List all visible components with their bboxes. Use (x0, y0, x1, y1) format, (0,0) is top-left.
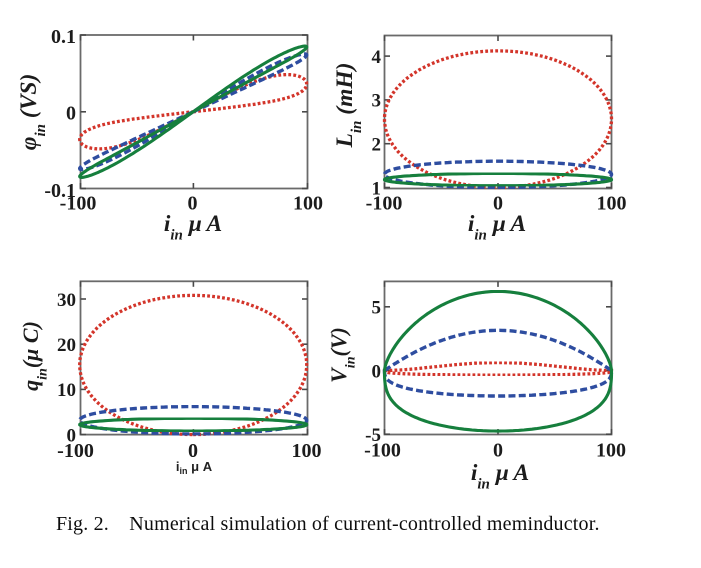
svg-text:-100: -100 (60, 193, 97, 215)
svg-text:100: 100 (596, 440, 626, 462)
svg-text:0: 0 (372, 361, 382, 382)
svg-text:1: 1 (372, 178, 382, 199)
svg-text:4: 4 (372, 47, 382, 68)
svg-text:Fig. 2. Numerical simulation: Fig. 2. Numerical simulation of current-… (56, 513, 600, 535)
svg-text:30: 30 (57, 290, 76, 311)
svg-text:0: 0 (493, 440, 503, 462)
svg-text:-100: -100 (366, 193, 403, 215)
svg-text:10: 10 (57, 380, 76, 401)
svg-text:iin μ A: iin μ A (176, 459, 213, 476)
svg-text:0: 0 (188, 440, 198, 462)
svg-text:5: 5 (372, 298, 382, 319)
svg-text:0: 0 (67, 425, 77, 446)
svg-text:-100: -100 (57, 440, 94, 462)
svg-text:100: 100 (293, 193, 323, 215)
svg-text:-0.1: -0.1 (44, 180, 76, 202)
svg-text:20: 20 (57, 335, 76, 356)
svg-text:0: 0 (66, 103, 76, 125)
svg-text:100: 100 (292, 440, 322, 462)
svg-text:0: 0 (188, 193, 198, 215)
svg-text:3: 3 (372, 91, 382, 112)
svg-text:0: 0 (493, 193, 503, 215)
svg-text:2: 2 (372, 135, 382, 156)
svg-text:100: 100 (597, 193, 627, 215)
svg-text:0.1: 0.1 (51, 26, 76, 48)
svg-text:-5: -5 (365, 425, 381, 446)
svg-text:-100: -100 (364, 440, 401, 462)
